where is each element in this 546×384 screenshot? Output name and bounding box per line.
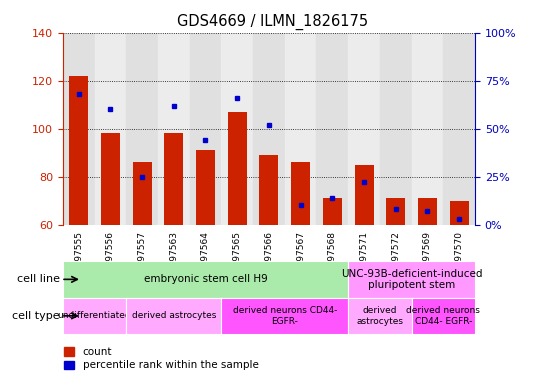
Legend: count, percentile rank within the sample: count, percentile rank within the sample bbox=[60, 343, 263, 374]
Bar bbox=[450, 201, 468, 225]
Text: derived
astrocytes: derived astrocytes bbox=[357, 306, 403, 326]
Bar bbox=[228, 112, 247, 225]
Text: undifferentiated: undifferentiated bbox=[58, 311, 131, 320]
Bar bbox=[386, 198, 405, 225]
Bar bbox=[101, 134, 120, 225]
Bar bbox=[317, 33, 348, 225]
Bar bbox=[418, 198, 437, 225]
Text: GDS4669 / ILMN_1826175: GDS4669 / ILMN_1826175 bbox=[177, 13, 369, 30]
Bar bbox=[259, 155, 278, 225]
Text: UNC-93B-deficient-induced
pluripotent stem: UNC-93B-deficient-induced pluripotent st… bbox=[341, 268, 482, 290]
Text: derived astrocytes: derived astrocytes bbox=[132, 311, 216, 320]
Bar bbox=[354, 165, 373, 225]
Bar bbox=[196, 150, 215, 225]
Bar bbox=[189, 33, 221, 225]
Bar bbox=[285, 33, 317, 225]
Text: embryonic stem cell H9: embryonic stem cell H9 bbox=[144, 274, 268, 285]
Bar bbox=[63, 33, 94, 225]
Bar bbox=[443, 33, 475, 225]
Bar bbox=[412, 33, 443, 225]
Bar bbox=[69, 76, 88, 225]
Bar bbox=[291, 162, 310, 225]
Bar bbox=[380, 33, 412, 225]
Bar bbox=[221, 33, 253, 225]
Bar bbox=[94, 33, 126, 225]
Bar bbox=[323, 198, 342, 225]
Text: cell line: cell line bbox=[17, 274, 60, 285]
Bar bbox=[164, 134, 183, 225]
Bar bbox=[126, 33, 158, 225]
Bar bbox=[253, 33, 285, 225]
Text: cell type: cell type bbox=[13, 311, 60, 321]
Text: derived neurons CD44-
EGFR-: derived neurons CD44- EGFR- bbox=[233, 306, 337, 326]
Bar bbox=[133, 162, 152, 225]
Bar bbox=[158, 33, 189, 225]
Text: derived neurons
CD44- EGFR-: derived neurons CD44- EGFR- bbox=[406, 306, 480, 326]
Bar bbox=[348, 33, 380, 225]
